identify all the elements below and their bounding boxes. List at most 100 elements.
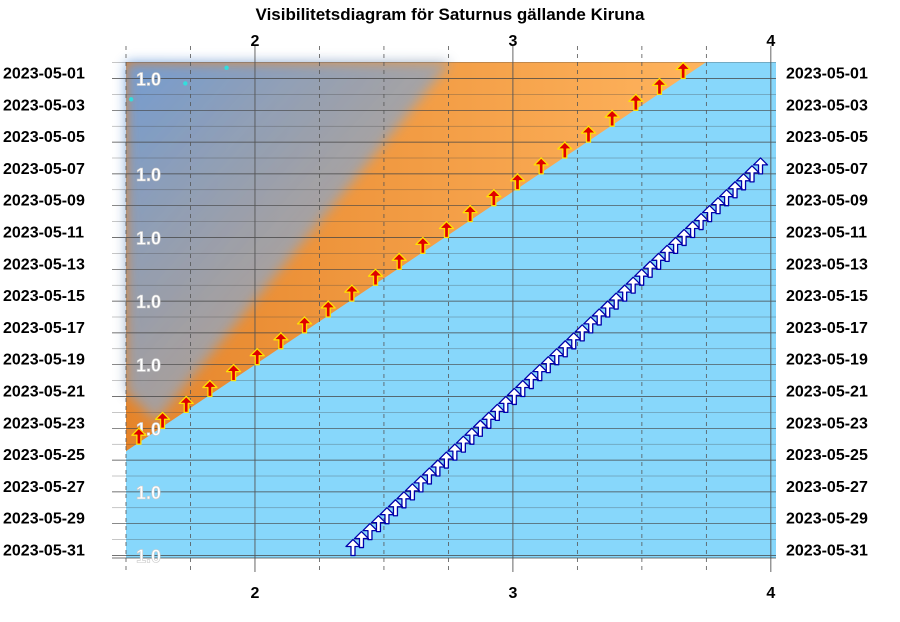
star-dot	[183, 81, 188, 86]
magnitude-label: 1.0	[136, 70, 161, 90]
date-label-right: 2023-05-15	[786, 288, 868, 305]
saturn-marker-white	[404, 483, 421, 501]
date-label-left: 2023-05-05	[3, 129, 85, 146]
saturn-marker-white	[523, 371, 539, 390]
date-label-right: 2023-05-29	[786, 511, 868, 528]
date-label-left: 2023-05-03	[3, 97, 85, 114]
x-tick-top: 4	[766, 33, 775, 50]
date-label-left: 2023-05-01	[3, 66, 85, 83]
chart-title: Visibilitetsdiagram för Saturnus gälland…	[256, 5, 645, 24]
date-label-right: 2023-05-01	[786, 66, 868, 83]
saturn-marker-white	[676, 228, 692, 247]
saturn-marker-red	[273, 332, 289, 350]
date-label-left: 2023-05-19	[3, 352, 85, 369]
date-label-right: 2023-05-27	[786, 479, 868, 496]
saturn-marker-red	[225, 363, 242, 382]
magnitude-label: 1.0	[136, 483, 161, 503]
date-label-left: 2023-05-09	[3, 193, 85, 210]
saturn-marker-red	[675, 61, 691, 80]
saturn-marker-white	[591, 308, 607, 326]
date-label-right: 2023-05-23	[786, 415, 868, 432]
saturn-marker-white	[659, 244, 675, 262]
saturn-marker-red	[202, 379, 218, 398]
saturn-marker-red	[604, 109, 620, 127]
saturn-marker-red	[391, 252, 407, 270]
date-label-left: 2023-05-13	[3, 256, 85, 273]
date-label-right: 2023-05-03	[786, 97, 868, 114]
x-tick-top: 2	[251, 33, 260, 50]
saturn-rise-markers-red	[131, 61, 691, 445]
saturn-marker-white	[353, 530, 370, 549]
magnitude-labels: 1.01.01.01.01.01.01.01.0	[136, 69, 162, 567]
date-label-right: 2023-05-05	[786, 129, 868, 146]
date-label-left: 2023-05-07	[3, 161, 85, 178]
saturn-marker-red	[344, 284, 360, 302]
magnitude-label: 1.0	[136, 292, 161, 312]
saturn-marker-white	[540, 356, 556, 374]
date-label-left: 2023-05-15	[3, 288, 85, 305]
date-label-left: 2023-05-21	[3, 384, 85, 401]
date-label-left: 2023-05-23	[3, 415, 85, 432]
magnitude-label: 1.0	[136, 165, 161, 185]
saturn-marker-red	[178, 395, 194, 414]
date-label-right: 2023-05-11	[786, 225, 867, 242]
date-label-left: 2023-05-25	[3, 447, 85, 464]
star-dots	[128, 65, 229, 102]
saturn-marker-red	[296, 316, 313, 334]
x-tick-bottom: 4	[766, 585, 775, 602]
saturn-marker-red	[509, 173, 526, 191]
saturn-marker-white	[642, 260, 658, 278]
saturn-marker-white	[421, 467, 438, 485]
saturn-marker-red	[131, 427, 147, 445]
saturn-marker-red	[557, 141, 573, 159]
magnitude-label: 1.0	[136, 356, 161, 376]
date-labels: 2023-05-01 2023-05-01 2023-05-03 2023-05-03…	[3, 66, 868, 560]
saturn-marker-white	[557, 340, 573, 358]
star-dot	[224, 65, 229, 71]
star-dot	[128, 97, 134, 102]
saturn-marker-red	[651, 77, 668, 96]
saturn-marker-white	[752, 157, 769, 175]
date-label-right: 2023-05-07	[786, 161, 868, 178]
saturn-marker-white	[455, 435, 472, 453]
saturn-marker-white	[370, 515, 387, 533]
saturn-marker-red	[533, 157, 549, 175]
date-label-right: 2023-05-21	[786, 384, 868, 401]
plot-areas	[126, 62, 776, 558]
date-label-right: 2023-05-25	[786, 447, 868, 464]
date-label-left: 2023-05-11	[3, 225, 84, 242]
saturn-marker-red	[580, 125, 597, 143]
x-tick-bottom: 2	[251, 585, 260, 602]
date-label-left: 2023-05-31	[3, 543, 85, 560]
night-area	[126, 62, 451, 422]
saturn-marker-white	[710, 197, 726, 215]
saturn-marker-white	[744, 165, 760, 183]
date-label-left: 2023-05-17	[3, 320, 85, 337]
saturn-marker-white	[387, 499, 404, 517]
saturn-marker-white	[608, 292, 624, 310]
saturn-marker-red	[628, 93, 644, 111]
saturn-marker-red	[415, 236, 431, 255]
saturn-marker-white	[693, 212, 709, 231]
saturn-marker-white	[574, 324, 590, 342]
x-axis-ticks: 2 2 3 3 4 4	[251, 33, 776, 602]
saturn-rise-markers-white	[345, 157, 769, 557]
saturn-marker-red	[462, 204, 478, 223]
x-tick-bottom: 3	[508, 585, 517, 602]
saturn-marker-red	[438, 220, 455, 239]
saturn-marker-white	[438, 451, 455, 469]
x-tick-top: 3	[508, 33, 517, 50]
gridlines	[112, 46, 776, 572]
date-label-right: 2023-05-31	[786, 543, 868, 560]
saturn-marker-red	[486, 189, 502, 207]
saturn-marker-white	[489, 403, 505, 421]
date-label-right: 2023-05-13	[786, 256, 868, 273]
date-label-right: 2023-05-17	[786, 320, 868, 337]
saturn-marker-white	[625, 276, 641, 294]
saturn-marker-white	[472, 419, 488, 437]
date-label-right: 2023-05-09	[786, 193, 868, 210]
date-label-left: 2023-05-27	[3, 479, 85, 496]
magnitude-label: 1.0	[136, 229, 161, 249]
date-label-right: 2023-05-19	[786, 352, 868, 369]
saturn-marker-red	[249, 348, 265, 366]
